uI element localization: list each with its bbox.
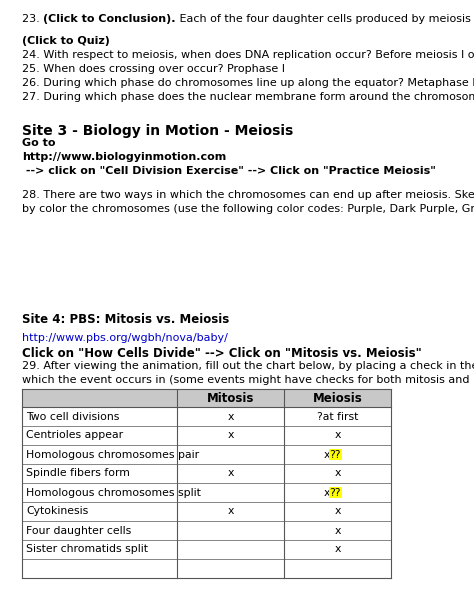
Text: 25. When does crossing over occur? Prophase I: 25. When does crossing over occur? Proph… [22,64,285,74]
Bar [284,389,391,407]
Text: Homologous chromosomes pair: Homologous chromosomes pair [26,449,199,460]
Text: (Click to Conclusion).: (Click to Conclusion). [43,14,176,24]
Text: 27. During which phase does the nuclear membrane form around the chromosomes? Te: 27. During which phase does the nuclear … [22,92,474,102]
Text: x: x [334,525,341,536]
Text: Meiosis: Meiosis [313,392,363,405]
Text: Sister chromatids split: Sister chromatids split [26,544,148,555]
Text: Click on "How Cells Divide" --> Click on "Mitosis vs. Meiosis": Click on "How Cells Divide" --> Click on… [22,347,422,360]
Text: x: x [228,506,234,517]
Text: x: x [323,487,330,498]
Text: x: x [228,430,234,441]
Text: Spindle fibers form: Spindle fibers form [26,468,130,479]
Text: http://www.pbs.org/wgbh/nova/baby/: http://www.pbs.org/wgbh/nova/baby/ [22,333,228,343]
Text: by color the chromosomes (use the following color codes: Purple, Dark Purple, Gr: by color the chromosomes (use the follow… [22,204,474,214]
Text: x: x [334,468,341,479]
Text: Go to: Go to [22,138,55,148]
Text: Four daughter cells: Four daughter cells [26,525,131,536]
Text: 26. During which phase do chromosomes line up along the equator? Metaphase I and: 26. During which phase do chromosomes li… [22,78,474,88]
Text: --> click on "Cell Division Exercise" --> Click on "Practice Meiosis": --> click on "Cell Division Exercise" --… [22,166,436,176]
Text: x: x [334,430,341,441]
Text: which the event occurs in (some events might have checks for both mitosis and me: which the event occurs in (some events m… [22,375,474,385]
Text: Mitosis: Mitosis [207,392,254,405]
Text: Each of the four daughter cells produced by meiosis is unique: Each of the four daughter cells produced… [176,14,474,24]
Text: 28. There are two ways in which the chromosomes can end up after meiosis. Sketch: 28. There are two ways in which the chro… [22,190,474,200]
Text: x: x [334,506,341,517]
Text: x: x [228,411,234,422]
Text: Two cell divisions: Two cell divisions [26,411,119,422]
Text: x: x [334,544,341,555]
Text: (Click to Quiz): (Click to Quiz) [22,36,110,46]
Text: Homologous chromosomes split: Homologous chromosomes split [26,487,201,498]
Text: ??: ?? [329,487,341,498]
Bar [22,389,391,407]
Text: 29. After viewing the animation, fill out the chart below, by placing a check in: 29. After viewing the animation, fill ou… [22,361,474,371]
Text: Site 3 - Biology in Motion - Meiosis: Site 3 - Biology in Motion - Meiosis [22,124,293,138]
Text: Site 4: PBS: Mitosis vs. Meiosis: Site 4: PBS: Mitosis vs. Meiosis [22,313,229,326]
Text: Cytokinesis: Cytokinesis [26,506,88,517]
Text: ??: ?? [329,449,341,460]
Text: x: x [323,449,330,460]
Text: http://www.biologyinmotion.com: http://www.biologyinmotion.com [22,152,226,162]
Bar [177,389,284,407]
Text: Centrioles appear: Centrioles appear [26,430,123,441]
Text: x: x [228,468,234,479]
Text: 23.: 23. [22,14,43,24]
Text: 24. With respect to meiosis, when does DNA replication occur? Before meiosis I o: 24. With respect to meiosis, when does D… [22,50,474,60]
Text: ?at first: ?at first [317,411,358,422]
